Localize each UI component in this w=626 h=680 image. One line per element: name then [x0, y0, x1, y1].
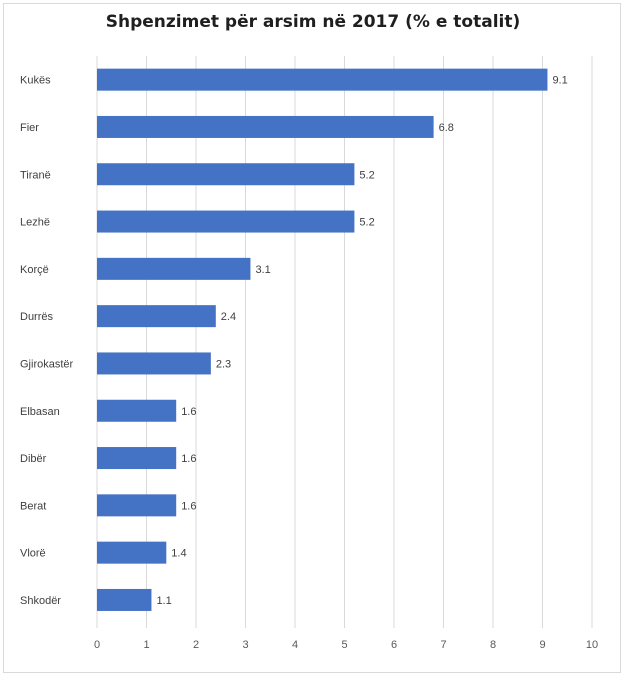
bar [97, 541, 167, 564]
bar [97, 399, 177, 422]
data-label: 1.6 [181, 500, 196, 512]
data-label: 6.8 [439, 122, 454, 134]
data-label: 9.1 [552, 75, 567, 87]
data-label: 1.6 [181, 453, 196, 465]
bar [97, 447, 177, 470]
data-label: 1.1 [156, 595, 171, 607]
data-label: 1.4 [171, 548, 186, 560]
bars [97, 68, 548, 611]
category-labels: Kukës Fier Tiranë Lezhë Korçë Durrës Gjirokast… [20, 75, 74, 607]
x-tick-label: 10 [586, 639, 598, 651]
data-label: 3.1 [255, 264, 270, 276]
category-label: Durrës [20, 311, 54, 323]
gridlines [96, 56, 593, 628]
bar [97, 115, 434, 138]
category-label: Lezhë [20, 217, 50, 229]
bar [97, 588, 152, 611]
bar [97, 257, 251, 280]
data-label: 5.2 [359, 169, 374, 181]
category-label: Korçë [20, 264, 49, 276]
bar [97, 68, 548, 91]
category-label: Vlorë [20, 548, 46, 560]
bar [97, 305, 216, 328]
x-tick-label: 0 [94, 639, 100, 651]
x-tick-label: 1 [143, 639, 149, 651]
x-tick-label: 2 [193, 639, 199, 651]
category-label: Berat [20, 500, 46, 512]
bar [97, 163, 355, 186]
x-tick-label: 4 [292, 639, 298, 651]
x-tick-label: 8 [490, 639, 496, 651]
data-labels: 9.1 6.8 5.2 5.2 3.1 2.4 2.3 1.6 1.6 1.6 1.4 1.1 [156, 75, 567, 607]
bar [97, 210, 355, 233]
category-label: Shkodër [20, 595, 61, 607]
category-label: Kukës [20, 75, 51, 87]
bar [97, 494, 177, 517]
data-label: 5.2 [359, 217, 374, 229]
category-label: Fier [20, 122, 39, 134]
x-tick-label: 5 [341, 639, 347, 651]
chart-title: Shpenzimet për arsim në 2017 (% e totali… [105, 12, 521, 32]
x-tick-label: 3 [242, 639, 248, 651]
data-label: 2.4 [221, 311, 236, 323]
bar [97, 352, 211, 375]
category-label: Tiranë [20, 169, 51, 181]
x-tick-label: 6 [391, 639, 397, 651]
x-tick-label: 9 [539, 639, 545, 651]
x-tick-labels: 0 1 2 3 4 5 6 7 8 9 10 [94, 639, 598, 651]
x-tick-label: 7 [440, 639, 446, 651]
category-label: Dibër [20, 453, 47, 465]
data-label: 1.6 [181, 406, 196, 418]
category-label: Gjirokastër [20, 358, 74, 370]
data-label: 2.3 [216, 358, 231, 370]
category-label: Elbasan [20, 406, 60, 418]
